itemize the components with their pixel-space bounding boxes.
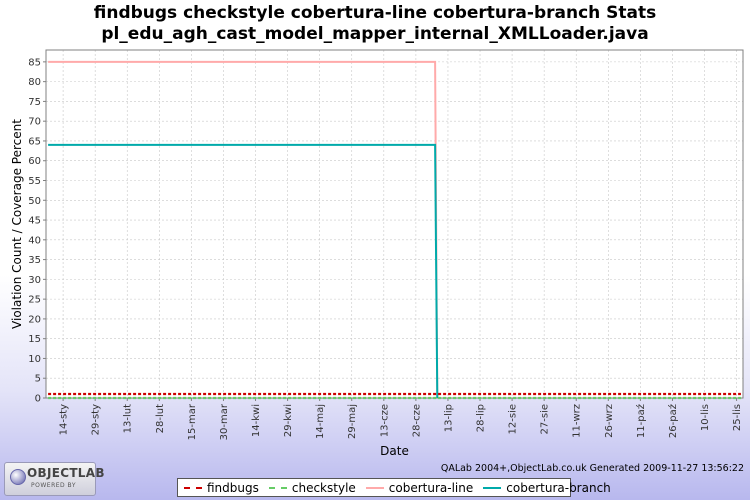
objectlab-logo: OBJECTLAB POWERED BY <box>4 462 104 496</box>
x-tick-label: 27-sie <box>540 404 551 434</box>
legend-label: cobertura-line <box>388 480 474 495</box>
x-tick-label: 14-maj <box>315 404 326 439</box>
legend-label: cobertura-branch <box>506 480 611 495</box>
y-tick-label: 5 <box>35 374 41 385</box>
y-tick-label: 70 <box>28 117 41 128</box>
legend-swatch <box>268 486 287 489</box>
y-tick-label: 20 <box>28 314 41 325</box>
x-tick-label: 14-sty <box>59 404 70 435</box>
x-tick-label: 15-mar <box>187 403 198 440</box>
x-tick-label: 26-paź <box>667 404 679 438</box>
y-tick-label: 60 <box>28 156 41 167</box>
x-tick-label: 28-cze <box>411 404 422 437</box>
x-tick-label: 11-paź <box>635 404 647 438</box>
y-tick-label: 35 <box>28 255 41 266</box>
x-tick-label: 26-wrz <box>604 404 615 438</box>
logo-subtext: POWERED BY <box>31 482 77 489</box>
y-tick-label: 15 <box>28 334 41 345</box>
series-line-cobertura-branch <box>48 143 439 399</box>
x-tick-label: 12-sie <box>508 404 519 434</box>
logo-text: OBJECTLAB <box>27 466 105 480</box>
chart-title: findbugs checkstyle cobertura-line cober… <box>93 3 657 23</box>
y-tick-label: 45 <box>28 216 41 227</box>
legend-item-findbugs: findbugs <box>184 481 259 495</box>
y-tick-label: 55 <box>28 176 41 187</box>
y-tick-label: 10 <box>28 354 41 365</box>
y-tick-label: 50 <box>28 196 41 207</box>
legend-swatch <box>184 486 202 489</box>
y-tick-label: 65 <box>28 136 41 147</box>
y-tick-label: 25 <box>28 295 41 306</box>
x-tick-label: 14-kwi <box>251 404 262 437</box>
x-tick-label: 13-lip <box>443 404 454 432</box>
x-tick-label: 11-wrz <box>572 404 583 438</box>
x-tick-label: 25-lis <box>732 404 743 431</box>
x-axis-label: Date <box>380 444 409 458</box>
x-tick-label: 29-maj <box>347 404 358 439</box>
chart-legend: findbugs checkstyle cobertura-line cobertur… <box>177 478 611 497</box>
y-tick-label: 80 <box>28 77 41 88</box>
x-tick-label: 10-lis <box>700 404 711 431</box>
y-tick-label: 75 <box>28 97 41 108</box>
x-tick-label: 30-mar <box>219 403 230 440</box>
legend-item-cobertura-branch: cobertura-branch <box>483 481 611 495</box>
x-tick-label: 28-lip <box>476 404 487 432</box>
plot-background <box>46 50 743 398</box>
legend-label: findbugs <box>207 480 259 495</box>
legend-item-cobertura-line: cobertura-line <box>365 480 474 495</box>
x-tick-label: 13-cze <box>379 404 390 437</box>
y-tick-label: 85 <box>28 57 41 68</box>
x-tick-label: 28-lut <box>155 404 166 433</box>
chart-subtitle: pl_edu_agh_cast_model_mapper_internal_XM… <box>101 24 649 44</box>
y-tick-label: 30 <box>28 275 41 286</box>
y-tick-label: 0 <box>35 394 41 405</box>
x-tick-label: 29-sty <box>91 404 102 435</box>
legend-swatch <box>365 486 384 489</box>
x-tick-label: 13-lut <box>123 404 134 433</box>
objectlab-logo-icon <box>10 469 26 485</box>
legend-item-checkstyle: checkstyle <box>268 480 356 495</box>
y-axis-label: Violation Count / Coverage Percent <box>10 119 24 329</box>
legend-swatch <box>483 486 502 489</box>
y-tick-label: 40 <box>28 235 41 246</box>
generated-footer: QALab 2004+,ObjectLab.co.uk Generated 20… <box>440 463 744 474</box>
x-tick-label: 29-kwi <box>283 404 294 437</box>
legend-label: checkstyle <box>291 480 356 495</box>
